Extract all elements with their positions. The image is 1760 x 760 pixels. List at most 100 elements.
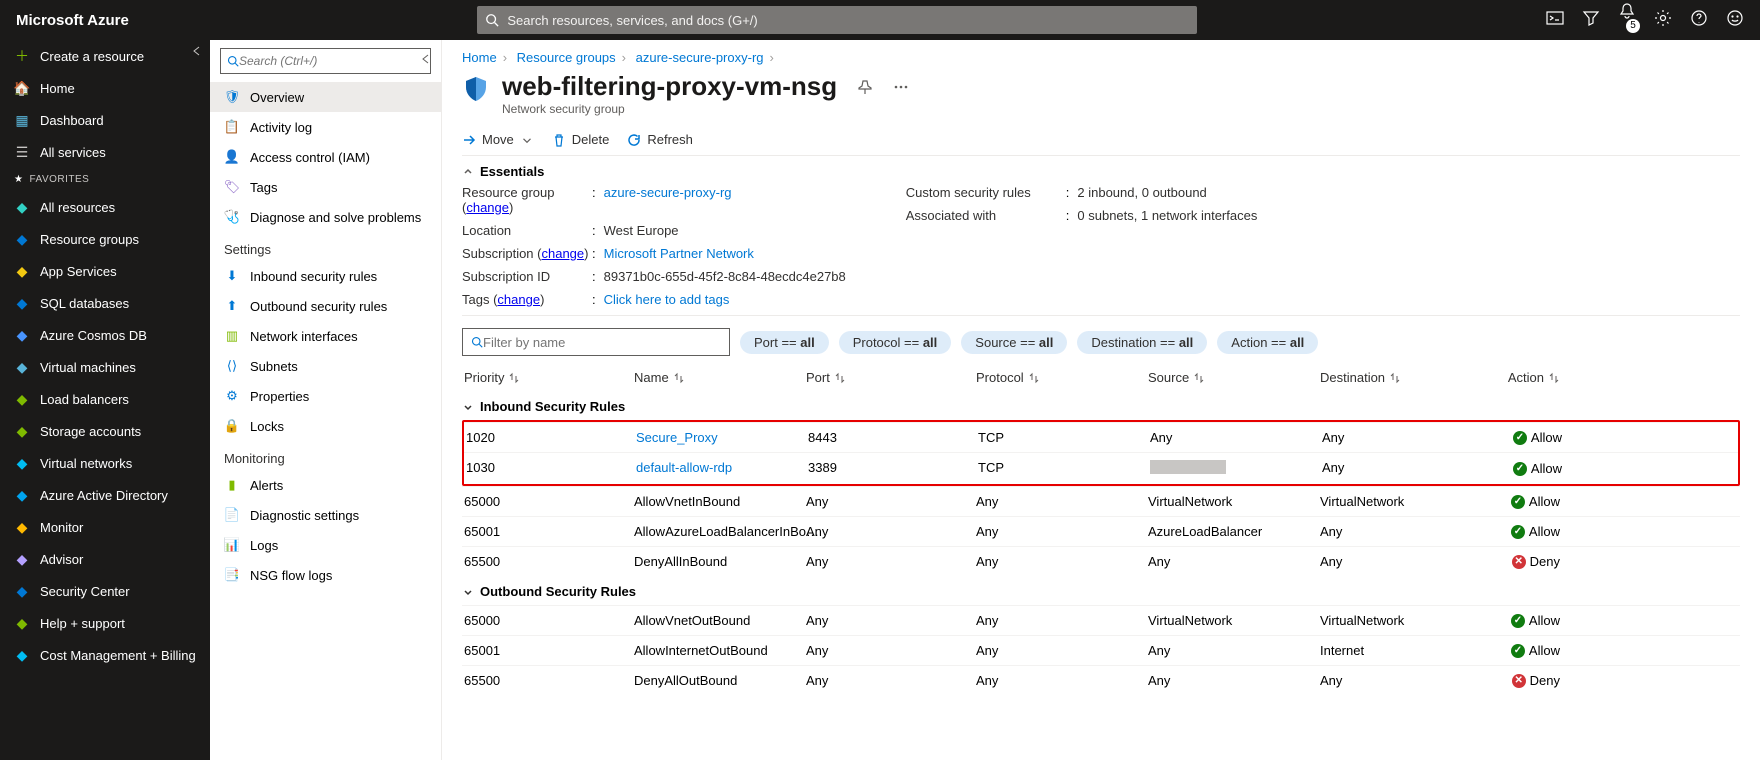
resource-menu: 🛡Overview 📋Activity log 👤Access control … (210, 40, 442, 760)
crumb-rgname[interactable]: azure-secure-proxy-rg (636, 50, 764, 65)
settings-icon[interactable] (1654, 9, 1672, 32)
table-row[interactable]: 65500 DenyAllInBound Any Any Any Any ✕De… (462, 546, 1740, 576)
azure-logo[interactable]: Microsoft Azure (16, 12, 129, 29)
table-row[interactable]: 1030 default-allow-rdp 3389 TCP Any ✓All… (464, 452, 1738, 484)
rule-link[interactable]: default-allow-rdp (636, 460, 732, 475)
change-tags-link[interactable]: change (497, 292, 540, 307)
change-rg-link[interactable]: change (466, 200, 509, 215)
refresh-button[interactable]: Refresh (627, 132, 693, 147)
outbound-group-header[interactable]: Outbound Security Rules (462, 576, 1740, 605)
menu-subnets[interactable]: ⟨⟩Subnets (210, 351, 441, 381)
inbound-group-header[interactable]: Inbound Security Rules (462, 391, 1740, 420)
nav-item[interactable]: ◆Cost Management + Billing (0, 639, 210, 671)
ess-subscription-id: Subscription ID:89371b0c-655d-45f2-8c84-… (462, 269, 846, 284)
nav-item[interactable]: ◆Monitor (0, 511, 210, 543)
ess-tags: Tags (change):Click here to add tags (462, 292, 846, 307)
topbar: Microsoft Azure 5 (0, 0, 1760, 40)
more-icon[interactable] (893, 79, 909, 100)
crumb-home[interactable]: Home (462, 50, 497, 65)
menu-network-interfaces[interactable]: ▥Network interfaces (210, 321, 441, 351)
table-row[interactable]: 65000 AllowVnetOutBound Any Any VirtualN… (462, 605, 1740, 635)
global-search-input[interactable] (507, 13, 1189, 28)
filter-icon[interactable] (1582, 9, 1600, 32)
global-search[interactable] (477, 6, 1197, 34)
nav-item[interactable]: ◆Virtual machines (0, 351, 210, 383)
col-priority[interactable]: Priority (462, 370, 634, 385)
cloud-shell-icon[interactable] (1546, 9, 1564, 32)
subnav-collapse-icon[interactable] (419, 52, 433, 69)
menu-tags[interactable]: 🏷Tags (210, 172, 441, 202)
rg-link[interactable]: azure-secure-proxy-rg (604, 185, 732, 200)
nav-item[interactable]: ◆Security Center (0, 575, 210, 607)
nav-item[interactable]: ◆Resource groups (0, 223, 210, 255)
ess-custom-rules: Custom security rules:2 inbound, 0 outbo… (906, 185, 1258, 200)
nav-item[interactable]: ◆App Services (0, 255, 210, 287)
filter-protocol[interactable]: Protocol == all (839, 331, 952, 354)
menu-properties[interactable]: ⚙Properties (210, 381, 441, 411)
col-port[interactable]: Port (806, 370, 976, 385)
menu-overview[interactable]: 🛡Overview (210, 82, 441, 112)
menu-inbound-rules[interactable]: ⬇Inbound security rules (210, 261, 441, 291)
move-button[interactable]: Move (462, 132, 534, 147)
nav-item[interactable]: ◆Help + support (0, 607, 210, 639)
shield-icon (462, 75, 490, 103)
table-row[interactable]: 65001 AllowAzureLoadBalancerInBo… Any An… (462, 516, 1740, 546)
col-name[interactable]: Name (634, 370, 806, 385)
allow-icon: ✓ (1511, 495, 1525, 509)
col-action[interactable]: Action (1490, 370, 1560, 385)
table-row[interactable]: 1020 Secure_Proxy 8443 TCP Any Any ✓Allo… (464, 422, 1738, 452)
filter-name[interactable] (462, 328, 730, 356)
nav-allservices[interactable]: ☰All services (0, 136, 210, 168)
table-row[interactable]: 65001 AllowInternetOutBound Any Any Any … (462, 635, 1740, 665)
essentials-toggle[interactable]: Essentials (462, 164, 1740, 179)
favorites-header: ★FAVORITES (0, 168, 210, 191)
add-tags-link[interactable]: Click here to add tags (604, 292, 730, 307)
sub-link[interactable]: Microsoft Partner Network (604, 246, 754, 261)
ess-associated: Associated with:0 subnets, 1 network int… (906, 208, 1258, 223)
delete-button[interactable]: Delete (552, 132, 610, 147)
create-resource[interactable]: ＋Create a resource (0, 40, 210, 72)
table-row[interactable]: 65000 AllowVnetInBound Any Any VirtualNe… (462, 486, 1740, 516)
feedback-icon[interactable] (1726, 9, 1744, 32)
nav-item[interactable]: ◆Azure Active Directory (0, 479, 210, 511)
nav-home[interactable]: 🏠Home (0, 72, 210, 104)
filter-name-input[interactable] (483, 335, 721, 350)
menu-activity-log[interactable]: 📋Activity log (210, 112, 441, 142)
menu-logs[interactable]: 📊Logs (210, 530, 441, 560)
allow-icon: ✓ (1511, 614, 1525, 628)
leftnav-collapse-icon[interactable] (190, 44, 204, 61)
menu-outbound-rules[interactable]: ⬆Outbound security rules (210, 291, 441, 321)
menu-alerts[interactable]: ▮Alerts (210, 470, 441, 500)
col-protocol[interactable]: Protocol (976, 370, 1148, 385)
nav-item[interactable]: ◆Load balancers (0, 383, 210, 415)
pin-icon[interactable] (857, 79, 873, 100)
help-icon[interactable] (1690, 9, 1708, 32)
menu-iam[interactable]: 👤Access control (IAM) (210, 142, 441, 172)
notifications-icon[interactable]: 5 (1618, 2, 1636, 39)
nav-item[interactable]: ◆SQL databases (0, 287, 210, 319)
nav-dashboard[interactable]: ▦Dashboard (0, 104, 210, 136)
nav-item[interactable]: ◆Azure Cosmos DB (0, 319, 210, 351)
rule-link[interactable]: Secure_Proxy (636, 430, 718, 445)
resource-menu-search[interactable] (220, 48, 431, 74)
filter-source[interactable]: Source == all (961, 331, 1067, 354)
allow-icon: ✓ (1513, 462, 1527, 476)
crumb-rg[interactable]: Resource groups (517, 50, 616, 65)
nav-item[interactable]: ◆Storage accounts (0, 415, 210, 447)
nav-item[interactable]: ◆Virtual networks (0, 447, 210, 479)
col-destination[interactable]: Destination (1320, 370, 1490, 385)
settings-header: Settings (210, 232, 441, 261)
nav-item[interactable]: ◆All resources (0, 191, 210, 223)
menu-locks[interactable]: 🔒Locks (210, 411, 441, 441)
filter-port[interactable]: Port == all (740, 331, 829, 354)
col-source[interactable]: Source (1148, 370, 1320, 385)
menu-diagnose[interactable]: 🩺Diagnose and solve problems (210, 202, 441, 232)
filter-destination[interactable]: Destination == all (1077, 331, 1207, 354)
filter-action[interactable]: Action == all (1217, 331, 1318, 354)
nav-item[interactable]: ◆Advisor (0, 543, 210, 575)
resource-menu-search-input[interactable] (239, 54, 424, 68)
menu-diagnostic-settings[interactable]: 📄Diagnostic settings (210, 500, 441, 530)
table-row[interactable]: 65500 DenyAllOutBound Any Any Any Any ✕D… (462, 665, 1740, 695)
menu-nsg-flow-logs[interactable]: 📑NSG flow logs (210, 560, 441, 590)
change-sub-link[interactable]: change (541, 246, 584, 261)
